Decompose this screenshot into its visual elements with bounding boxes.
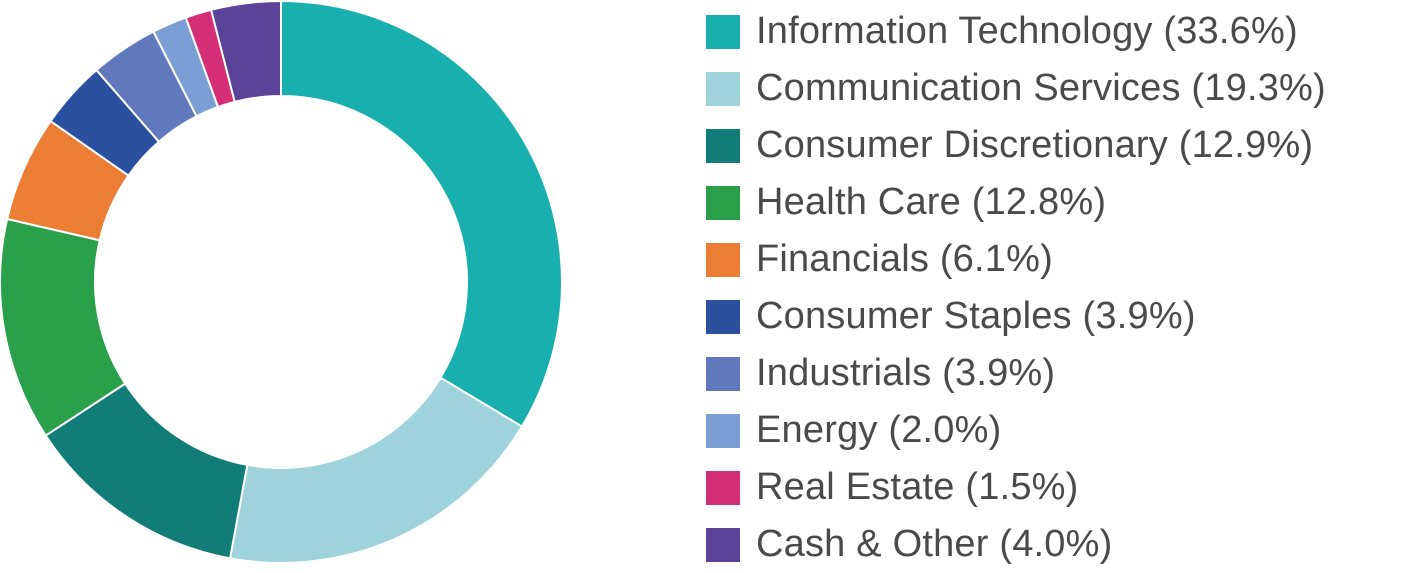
legend-item: Financials (6.1%)	[706, 231, 1416, 288]
legend-swatch	[706, 527, 740, 562]
legend-label: Real Estate (1.5%)	[756, 466, 1079, 508]
legend-item: Energy (2.0%)	[706, 402, 1416, 459]
legend-label: Cash & Other (4.0%)	[756, 523, 1113, 565]
legend-swatch	[706, 413, 740, 448]
legend-item: Health Care (12.8%)	[706, 174, 1416, 231]
legend-swatch	[706, 71, 740, 106]
legend-item: Industrials (3.9%)	[706, 345, 1416, 402]
donut-slice-1	[228, 376, 524, 564]
donut-chart	[0, 0, 563, 564]
legend-item: Communication Services (19.3%)	[706, 60, 1416, 117]
chart-legend: Information Technology (33.6%) Communicat…	[706, 3, 1416, 573]
legend-label: Health Care (12.8%)	[756, 181, 1107, 223]
legend-item: Cash & Other (4.0%)	[706, 516, 1416, 573]
legend-swatch	[706, 242, 740, 277]
legend-swatch	[706, 185, 740, 220]
legend-label: Consumer Staples (3.9%)	[756, 295, 1196, 337]
legend-item: Consumer Staples (3.9%)	[706, 288, 1416, 345]
legend-swatch	[706, 14, 740, 49]
legend-item: Consumer Discretionary (12.9%)	[706, 117, 1416, 174]
legend-label: Communication Services (19.3%)	[756, 67, 1326, 109]
legend-label: Consumer Discretionary (12.9%)	[756, 124, 1314, 166]
donut-slice-0	[280, 0, 563, 428]
legend-label: Financials (6.1%)	[756, 238, 1053, 280]
legend-label: Industrials (3.9%)	[756, 352, 1056, 394]
legend-swatch	[706, 470, 740, 505]
legend-swatch	[706, 356, 740, 391]
legend-item: Information Technology (33.6%)	[706, 3, 1416, 60]
legend-label: Energy (2.0%)	[756, 409, 1002, 451]
legend-label: Information Technology (33.6%)	[756, 10, 1298, 52]
legend-item: Real Estate (1.5%)	[706, 459, 1416, 516]
donut-slice-9	[209, 0, 282, 104]
legend-swatch	[706, 299, 740, 334]
legend-swatch	[706, 128, 740, 163]
